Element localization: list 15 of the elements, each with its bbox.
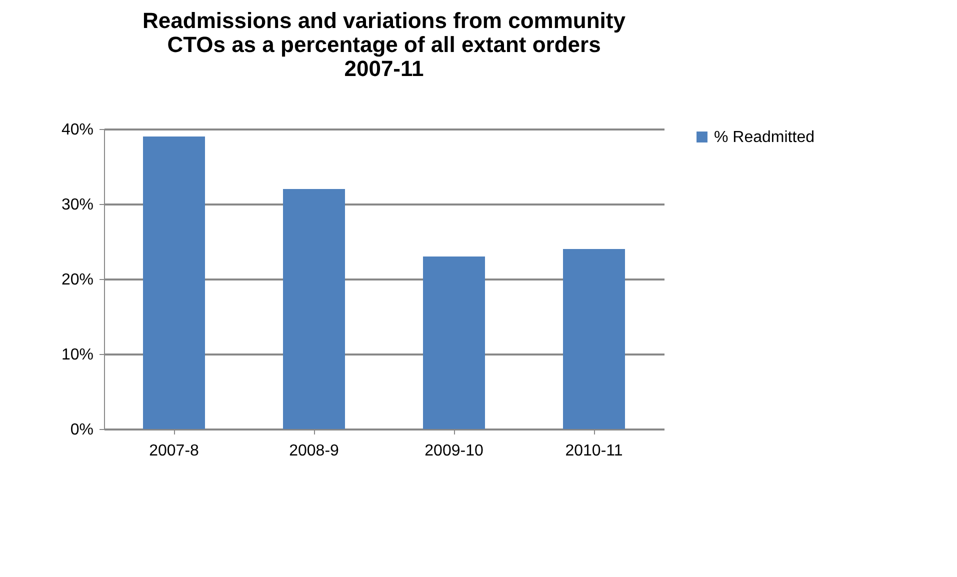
- x-tick-label: 2007-8: [149, 442, 200, 460]
- bar: [423, 256, 485, 429]
- bar: [283, 189, 345, 429]
- legend-label: % Readmitted: [714, 129, 814, 146]
- chart-title: Readmissions and variations from community CTOs as a percentage of all extant orders 2007-11: [142, 8, 626, 81]
- y-tick-label: 30%: [61, 196, 94, 214]
- bar: [143, 136, 205, 429]
- x-tick-label: 2008-9: [289, 442, 340, 460]
- x-tick-label: 2009-10: [424, 442, 484, 460]
- x-tick-label: 2010-11: [565, 442, 623, 460]
- y-tick-label: 40%: [61, 122, 94, 138]
- y-tick-label: 10%: [61, 346, 94, 364]
- y-tick-label: 20%: [61, 272, 94, 288]
- bar: [563, 249, 625, 429]
- y-tick-label: 0%: [70, 422, 94, 438]
